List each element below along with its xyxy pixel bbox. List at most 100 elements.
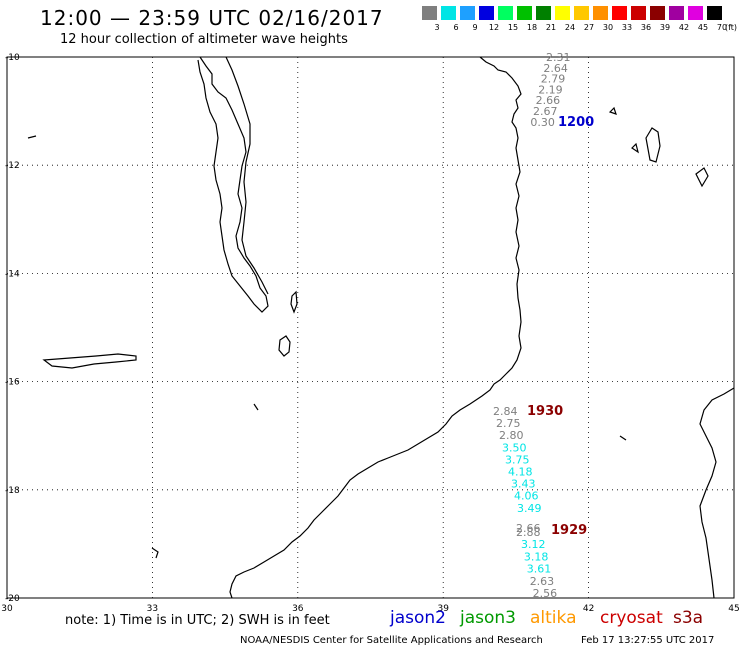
wave-height-value: 2.31 xyxy=(546,51,571,64)
wave-height-value: 2.19 xyxy=(538,83,563,96)
colorbar-label: 3 xyxy=(434,23,440,32)
generated-timestamp: Feb 17 13:27:55 UTC 2017 xyxy=(581,635,715,646)
lat-tick-label: -16 xyxy=(5,378,20,388)
coastline-madagascar xyxy=(699,387,735,599)
footer-note: note: 1) Time is in UTC; 2) SWH is in fe… xyxy=(65,613,330,628)
lake-cahora-bassa xyxy=(42,353,137,369)
wave-height-value: 2.66 xyxy=(516,522,541,535)
wave-height-value: 3.50 xyxy=(502,441,527,454)
wave-height-value: 3.75 xyxy=(505,453,530,466)
coastline-lake-malawi xyxy=(197,56,269,313)
map-title: 12:00 — 23:59 UTC 02/16/2017 xyxy=(40,6,384,30)
colorbar-swatch xyxy=(555,6,570,20)
wave-height-value: 2.84 xyxy=(493,405,518,418)
colorbar-swatch xyxy=(422,6,437,20)
colorbar-swatch xyxy=(707,6,722,20)
lon-tick-label: 36 xyxy=(292,604,304,614)
colorbar-label: 9 xyxy=(472,23,478,32)
islet-1 xyxy=(27,135,37,139)
wave-height-value: 3.61 xyxy=(527,563,552,576)
lat-tick-label: -20 xyxy=(5,594,20,604)
colorbar-label: 21 xyxy=(545,23,557,32)
colorbar-swatch xyxy=(593,6,608,20)
colorbar-swatch xyxy=(479,6,494,20)
wave-height-value: 4.18 xyxy=(508,466,533,479)
colorbar-swatch xyxy=(536,6,551,20)
colorbar-label: 12 xyxy=(488,23,500,32)
colorbar-swatch xyxy=(669,6,684,20)
altimeter-observations: 2.312.642.792.192.662.670.30 12002.842.75… xyxy=(493,51,594,600)
map-subtitle: 12 hour collection of altimeter wave hei… xyxy=(60,32,348,47)
wave-height-value: 2.66 xyxy=(536,94,561,107)
colorbar-label: 18 xyxy=(526,23,538,32)
lat-tick-label: -18 xyxy=(5,486,20,496)
legend-jason3: jason3 xyxy=(460,608,516,628)
pass-time-label: 1200 xyxy=(558,115,594,130)
lon-tick-label: 39 xyxy=(437,604,449,614)
colorbar-swatch xyxy=(498,6,513,20)
pass-time-label: 1929 xyxy=(551,523,587,538)
colorbar-label: 36 xyxy=(640,23,652,32)
map-frame xyxy=(6,56,735,599)
island-moheli xyxy=(608,106,617,115)
colorbar-swatch xyxy=(441,6,456,20)
lon-tick-label: 45 xyxy=(728,604,739,614)
wave-height-value: 2.88 xyxy=(516,526,541,539)
coastlines xyxy=(27,56,735,599)
colorbar-label: 6 xyxy=(453,23,459,32)
graticule xyxy=(7,57,734,598)
colorbar-swatch xyxy=(517,6,532,20)
lake-chilwa xyxy=(278,335,291,357)
coastline-lake-malawi-east xyxy=(225,56,269,295)
lat-tick-label: -14 xyxy=(5,269,20,279)
coastline-mainland xyxy=(229,56,522,599)
wave-height-value: 3.18 xyxy=(524,550,549,563)
colorbar-swatch xyxy=(688,6,703,20)
legend-cryosat: cryosat xyxy=(600,608,663,628)
colorbar-swatch xyxy=(631,6,646,20)
colorbar-swatch xyxy=(460,6,475,20)
colorbar-label: 24 xyxy=(564,23,576,32)
island-anjouan xyxy=(695,167,709,188)
colorbar-swatch xyxy=(650,6,665,20)
legend-jason2: jason2 xyxy=(390,608,446,628)
lat-tick-label: -10 xyxy=(5,53,20,63)
colorbar-label: 39 xyxy=(659,23,671,32)
credit-text: NOAA/NESDIS Center for Satellite Applica… xyxy=(240,635,543,646)
wave-height-value: 2.63 xyxy=(530,575,555,588)
axis-tick-labels: 30 33 36 39 42 45 -10 -12 -14 -16 -18 -20 xyxy=(1,53,739,614)
wave-height-value: 2.56 xyxy=(533,587,558,600)
colorbar-unit: (ft) xyxy=(724,23,738,32)
lon-tick-label: 42 xyxy=(583,604,594,614)
lake-chiuta xyxy=(290,290,298,314)
legend-s3a: s3a xyxy=(673,608,704,628)
colorbar-label: 27 xyxy=(583,23,595,32)
colorbar-label: 30 xyxy=(602,23,614,32)
island-mayotte xyxy=(631,142,639,154)
colorbar-label: 15 xyxy=(507,23,519,32)
island-grande-comore xyxy=(645,127,661,163)
islet-3 xyxy=(619,435,627,441)
wave-height-value: 2.75 xyxy=(496,417,521,430)
colorbar-label: 42 xyxy=(678,23,690,32)
colorbar-swatch xyxy=(612,6,627,20)
lon-tick-label: 30 xyxy=(1,604,13,614)
wave-height-value: 4.06 xyxy=(514,490,539,503)
islet-2 xyxy=(253,403,259,411)
colorbar-swatch xyxy=(574,6,589,20)
wave-height-value: 2.64 xyxy=(543,62,568,75)
pass-time-label: 1930 xyxy=(527,404,563,419)
wave-height-value: 2.79 xyxy=(541,73,566,86)
legend-altika: altika xyxy=(530,608,577,628)
wave-height-value: 2.80 xyxy=(499,429,524,442)
wave-height-value: 0.30 xyxy=(530,116,555,129)
wave-height-value: 3.43 xyxy=(511,478,536,491)
colorbar-label: 45 xyxy=(697,23,709,32)
colorbar-label: 70 xyxy=(716,23,728,32)
islet-4 xyxy=(151,547,159,559)
colorbar-label: 33 xyxy=(621,23,633,32)
lon-tick-label: 33 xyxy=(147,604,158,614)
lat-tick-label: -12 xyxy=(5,161,20,171)
wave-height-value: 3.12 xyxy=(521,538,546,551)
